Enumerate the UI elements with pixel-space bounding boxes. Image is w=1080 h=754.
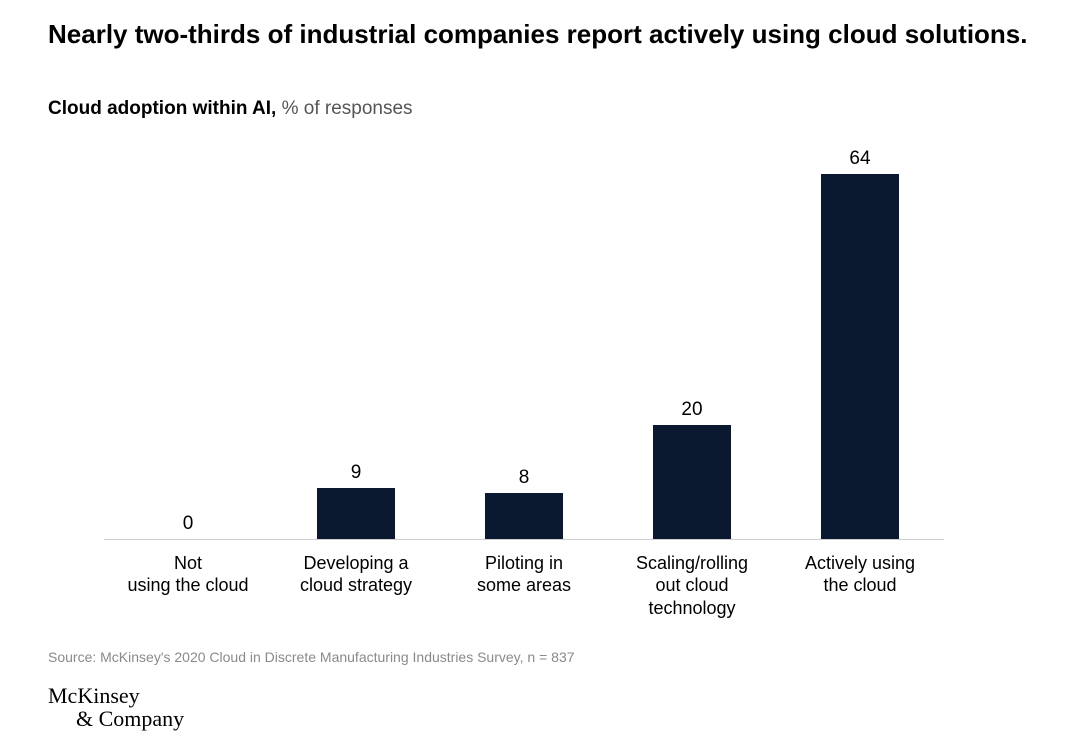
bar-slot: 64 [776,140,944,539]
bar-slot: 8 [440,140,608,539]
bar-slot: 9 [272,140,440,539]
bar-chart: 0 9 8 20 64 Not using the cloudDeveloping a … [104,140,944,620]
bar-value-label: 8 [519,468,530,487]
subtitle-bold: Cloud adoption within AI, [48,98,276,119]
bar-slot: 20 [608,140,776,539]
chart-title: Nearly two-thirds of industrial companie… [48,18,1032,52]
category-label: Developing a cloud strategy [272,552,440,620]
logo-line-1: McKinsey [48,684,184,707]
bar [317,488,395,539]
category-label: Not using the cloud [104,552,272,620]
mckinsey-logo: McKinsey & Company [48,684,184,730]
bar-value-label: 64 [849,149,870,168]
bar-slot: 0 [104,140,272,539]
category-label: Piloting in some areas [440,552,608,620]
bar-value-label: 20 [681,400,702,419]
bar [485,493,563,539]
source-note: Source: McKinsey's 2020 Cloud in Discret… [48,649,1032,665]
category-label: Scaling/rolling out cloud technology [608,552,776,620]
bar-value-label: 9 [351,463,362,482]
bar [821,174,899,539]
subtitle-light: % of responses [276,98,412,119]
category-label: Actively using the cloud [776,552,944,620]
bar [653,425,731,539]
bar-value-label: 0 [183,514,194,533]
logo-line-2: & Company [48,707,184,730]
chart-subtitle: Cloud adoption within AI, % of responses [48,98,1032,120]
